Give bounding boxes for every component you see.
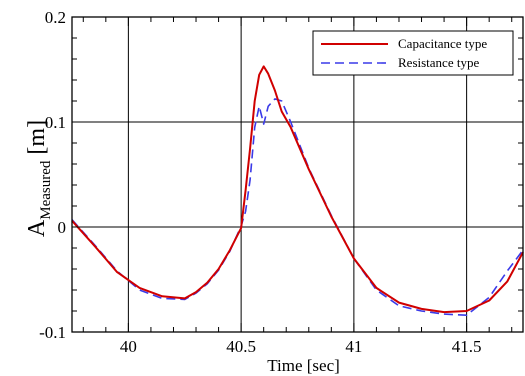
x-tick-label: 40 [120, 337, 137, 356]
legend-label-capacitance: Capacitance type [398, 36, 487, 51]
y-axis-label: AMeasured [m] [24, 120, 54, 237]
y-tick-label: 0.1 [45, 113, 66, 132]
y-tick-label: -0.1 [39, 323, 66, 342]
x-tick-label: 40.5 [226, 337, 256, 356]
legend-box [312, 30, 514, 76]
legend: Capacitance type Resistance type [312, 30, 514, 76]
plot-area-frame [71, 16, 524, 333]
x-tick-label: 41.5 [452, 337, 482, 356]
legend-label-resistance: Resistance type [398, 55, 479, 70]
x-tick-labels: 40 40.5 41 41.5 [120, 337, 482, 356]
series-lines [71, 65, 524, 317]
y-tick-label: 0 [58, 218, 67, 237]
series-line-capacitance [71, 65, 524, 314]
y-axis-label-unit: [m] [24, 120, 50, 155]
axis-ticks [72, 16, 523, 333]
y-axis-label-subscript: Measured [38, 160, 54, 220]
y-axis-label-prefix: A [24, 219, 50, 237]
x-tick-label: 41 [345, 337, 362, 356]
y-tick-labels: -0.1 0 0.1 0.2 [39, 8, 66, 342]
series-line-resistance [71, 98, 524, 317]
y-tick-label: 0.2 [45, 8, 66, 27]
x-axis-label: Time [sec] [267, 356, 340, 375]
